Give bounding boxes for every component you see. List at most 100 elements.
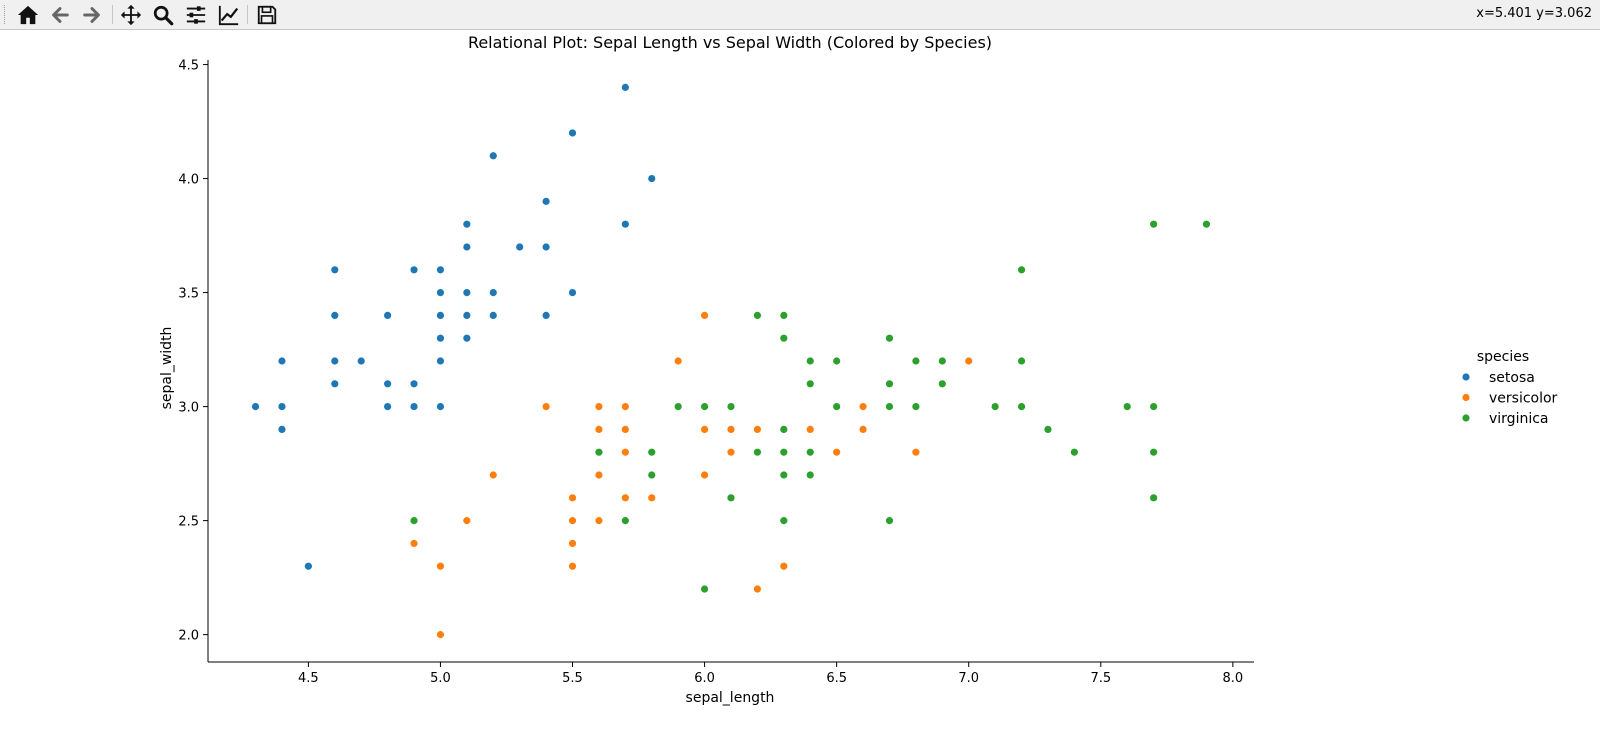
configure-subplots-button[interactable] <box>181 1 211 28</box>
point-versicolor <box>568 561 577 571</box>
point-virginica <box>805 447 815 457</box>
back-button[interactable] <box>45 1 75 28</box>
point-setosa <box>568 288 577 297</box>
point-versicolor <box>594 516 604 526</box>
pan-button[interactable] <box>116 1 146 28</box>
point-setosa <box>277 402 287 412</box>
point-versicolor <box>700 310 709 320</box>
chart-title: Relational Plot: Sepal Length vs Sepal W… <box>468 33 992 52</box>
point-versicolor <box>858 402 868 412</box>
point-virginica <box>1017 402 1026 412</box>
home-button[interactable] <box>13 1 43 28</box>
point-virginica <box>885 402 894 412</box>
point-virginica <box>1149 447 1159 457</box>
point-virginica <box>647 447 657 457</box>
y-tick-label: 2.0 <box>178 629 199 644</box>
x-tick-label: 6.5 <box>826 671 847 686</box>
point-versicolor <box>594 470 604 480</box>
x-axis-label: sepal_length <box>686 690 775 706</box>
point-setosa <box>462 288 472 297</box>
point-virginica <box>779 470 789 480</box>
point-virginica <box>911 356 921 366</box>
toolbar-grip <box>4 5 8 24</box>
legend-marker-setosa <box>1461 372 1471 382</box>
point-virginica <box>937 379 947 389</box>
point-virginica <box>753 310 762 320</box>
point-virginica <box>726 402 736 412</box>
point-virginica <box>673 402 683 412</box>
legend-title: species <box>1477 349 1529 365</box>
point-virginica <box>1069 447 1079 457</box>
legend-label-virginica: virginica <box>1489 411 1549 427</box>
point-virginica <box>1122 402 1132 412</box>
point-virginica <box>885 333 894 343</box>
point-versicolor <box>911 447 921 457</box>
point-virginica <box>1017 265 1026 275</box>
point-virginica <box>753 447 762 457</box>
point-setosa <box>277 425 287 434</box>
point-setosa <box>488 151 498 161</box>
legend-label-setosa: setosa <box>1489 370 1535 386</box>
point-virginica <box>990 402 1000 412</box>
x-tick-label: 5.5 <box>562 671 583 686</box>
y-tick-label: 3.0 <box>178 401 199 416</box>
legend: species setosa versicolor virginica <box>1461 349 1558 427</box>
point-setosa <box>647 174 657 183</box>
point-setosa <box>620 219 630 229</box>
point-versicolor <box>753 584 762 594</box>
point-setosa <box>488 288 498 297</box>
axes: 4.5 5.0 5.5 6.0 6.5 7.0 7.5 8.0 2.0 2.5 3.0 3.5 4.0 4… <box>178 59 1254 686</box>
point-versicolor <box>700 470 709 480</box>
point-versicolor <box>568 516 577 526</box>
edit-axis-button[interactable] <box>214 1 244 28</box>
figure-canvas[interactable]: Relational Plot: Sepal Length vs Sepal W… <box>0 30 1600 734</box>
point-virginica <box>726 493 736 503</box>
point-versicolor <box>726 447 736 457</box>
point-virginica <box>647 470 657 480</box>
point-versicolor <box>647 493 657 503</box>
y-tick-label: 3.5 <box>178 287 199 302</box>
point-setosa <box>515 242 525 252</box>
save-button[interactable] <box>252 1 282 28</box>
point-versicolor <box>779 561 789 571</box>
point-virginica <box>779 447 789 457</box>
point-virginica <box>620 516 630 526</box>
point-virginica <box>805 470 815 480</box>
x-tick-label: 5.0 <box>430 671 451 686</box>
x-tick-label: 4.5 <box>298 671 319 686</box>
home-icon <box>17 5 39 24</box>
point-setosa <box>383 402 393 412</box>
point-setosa <box>436 265 445 275</box>
scatter-points <box>251 82 1211 640</box>
point-setosa <box>436 333 445 343</box>
point-versicolor <box>568 539 577 548</box>
point-versicolor <box>541 402 551 412</box>
point-virginica <box>594 447 604 457</box>
x-tick-label: 6.0 <box>694 671 715 686</box>
point-virginica <box>805 379 815 389</box>
x-tick-label: 7.0 <box>958 671 979 686</box>
point-versicolor <box>409 539 419 548</box>
point-setosa <box>277 356 287 366</box>
forward-button[interactable] <box>77 1 107 28</box>
legend-marker-virginica <box>1461 413 1471 423</box>
y-tick-label: 2.5 <box>178 515 199 530</box>
point-setosa <box>356 356 366 366</box>
legend-label-versicolor: versicolor <box>1489 391 1558 407</box>
point-setosa <box>330 356 340 366</box>
point-setosa <box>436 288 445 297</box>
point-versicolor <box>673 356 683 366</box>
point-virginica <box>937 356 947 366</box>
point-virginica <box>409 516 419 526</box>
point-versicolor <box>488 470 498 480</box>
point-virginica <box>885 379 894 389</box>
point-versicolor <box>594 425 604 434</box>
point-versicolor <box>620 447 630 457</box>
point-versicolor <box>805 425 815 434</box>
point-setosa <box>383 310 393 320</box>
point-setosa <box>330 310 340 320</box>
point-virginica <box>700 584 709 594</box>
zoom-button[interactable] <box>148 1 178 28</box>
y-tick-label: 4.0 <box>178 173 199 188</box>
point-setosa <box>436 310 445 320</box>
